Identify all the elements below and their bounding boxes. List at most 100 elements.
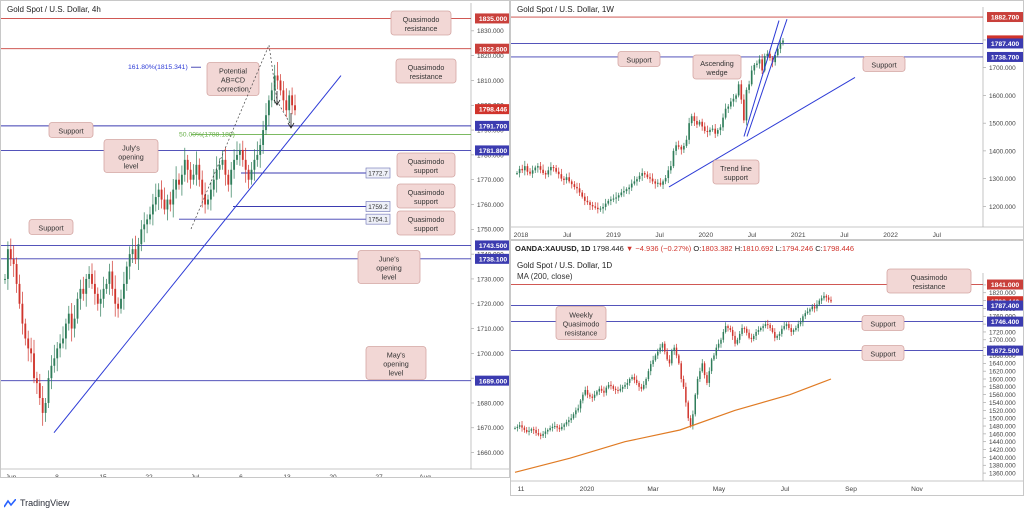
candle-body [736,339,739,344]
candle-body [624,384,626,387]
candle-body [514,428,516,429]
y-tick-label: 1820.000 [477,53,504,60]
chart-d1[interactable]: 1360.0001380.0001400.0001420.0001440.000… [511,241,1024,496]
trend-line [668,76,856,188]
price-tag-label: 1791.700 [479,123,508,130]
candle-body [760,328,762,330]
callout-text: opening [376,264,402,273]
y-tick-label: 1820.000 [989,290,1016,297]
x-tick-label: May [713,486,726,493]
candle-body [12,259,15,265]
candle-body [758,59,761,64]
candle-body [33,353,35,379]
candle-body [209,189,212,200]
ohlc-o: 1803.382 [701,244,733,253]
candle-body [577,408,579,411]
callout-box [886,268,972,294]
candle-body [114,288,117,304]
candle-body [88,273,91,279]
candle-body [649,177,651,179]
callout-text: Quasimodo [408,63,445,72]
candle-body [550,166,552,171]
x-tick-label: 2020 [580,486,595,493]
arrow-down-icon [273,91,281,106]
candle-body [102,288,105,299]
candle-body [685,386,687,403]
candle-body [682,379,685,387]
candle-body [180,174,183,185]
callout-text: support [414,197,438,206]
candle-body [661,343,664,348]
symbol-ohlc-line: OANDA:XAUUSD, 1D 1798.446 ▼ −4.936 (−0.2… [515,244,854,253]
candle-body [788,324,790,329]
candle-body [236,154,238,160]
candle-body [166,199,169,210]
candle-body [79,288,82,299]
y-tick-label: 1300.000 [989,176,1016,183]
candle-body [563,178,565,181]
candle-body [542,433,544,436]
tradingview-logo[interactable]: TradingView [4,498,70,508]
candle-body [70,313,73,329]
candle-body [565,422,568,425]
candle-body [625,189,628,192]
price-tag: 1787.400 [987,300,1023,311]
price-tag-bg [475,120,509,131]
candle-body [745,89,748,121]
candle-body [743,99,745,121]
candle-body [769,324,771,329]
callout-text: level [382,273,397,282]
y-tick-label: 1560.000 [989,392,1016,399]
callout-box [861,345,905,361]
price-tag: 1835.000 [475,13,509,24]
candle-body [675,347,678,356]
candle-body [782,40,784,43]
price-tag-bg [987,51,1023,62]
candle-body [560,174,563,179]
candle-body [62,338,64,344]
y-tick-label: 1810.000 [477,78,504,85]
candle-body [563,424,565,427]
candle-body [823,295,825,299]
candle-body [67,313,70,324]
price-tag: 1738.100 [475,253,509,264]
candle-body [547,429,549,432]
candle-body [47,378,50,403]
candle-body [195,164,198,175]
price-tag-bg [475,240,509,251]
candle-body [685,139,688,146]
ma-200-line [514,378,832,473]
candle-body [160,189,163,200]
candle-body [122,283,125,299]
candle-body [735,95,737,99]
candle-body [276,75,279,81]
candle-body [706,375,708,383]
candle-body [607,384,610,388]
level-value-label: 1759.2 [368,204,388,211]
price-tag-label: 1798.446 [479,107,508,114]
candle-body [706,130,709,133]
chart-h4[interactable]: 1660.0001670.0001680.0001690.0001700.000… [1,1,510,478]
candle-body [146,219,149,225]
candle-body [745,328,748,333]
candle-body [589,202,591,205]
price-tag-label: 1822.800 [479,46,508,53]
fib-161-label: 161.80%(1815.341) [128,64,188,71]
candle-body [720,339,722,344]
callout-text: Support [58,127,83,136]
candle-body [279,80,282,91]
chart-w1[interactable]: 1200.000 1300.000 1400.000 1500.000 1600.000… [511,1,1024,240]
candle-body [530,429,533,431]
candle-body [157,189,160,198]
callout-text: Quasimodo [408,188,445,197]
callout-box [395,58,457,84]
callout-box [396,183,456,209]
candle-body [756,63,758,65]
price-tag-bg [987,279,1023,290]
candle-body [715,347,718,356]
candle-body [201,179,204,195]
y-tick-label: 1700.000 [989,337,1016,344]
candle-body [24,323,27,339]
